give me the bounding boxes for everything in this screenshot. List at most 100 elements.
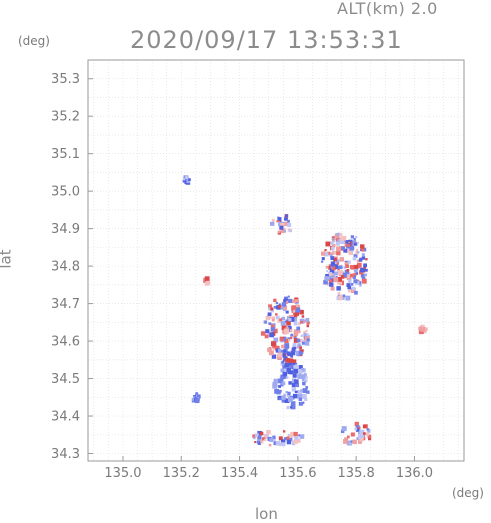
x-tick-label: 135.0 [104, 466, 141, 481]
echo-pixel [204, 281, 209, 286]
echo-pixel [299, 434, 305, 439]
echo-pixel [336, 246, 341, 252]
echo-pixel [289, 336, 293, 340]
echo-pixel [301, 377, 306, 382]
echo-pixel [304, 341, 310, 346]
echo-pixel [287, 324, 291, 328]
echo-pixel [282, 364, 287, 369]
echo-pixel [298, 370, 303, 374]
echo-pixel [323, 279, 328, 285]
plot-frame [87, 59, 465, 462]
echo-pixel [334, 237, 337, 240]
echo-pixel [337, 276, 343, 282]
echo-pixel [279, 225, 284, 230]
echo-pixel [331, 246, 335, 251]
echo-pixel [287, 219, 290, 223]
echo-pixel [268, 304, 273, 309]
echo-pixel [271, 324, 275, 328]
timestamp-title: 2020/09/17 13:53:31 [130, 26, 403, 54]
echo-pixel [361, 248, 365, 252]
echo-pixel [285, 391, 288, 394]
echo-pixel [299, 401, 304, 406]
echo-pixel [347, 285, 352, 290]
echo-pixel [278, 397, 281, 400]
echo-pixel [273, 337, 279, 343]
echo-pixel [366, 428, 369, 431]
y-tick-label: 35.0 [51, 185, 80, 200]
echo-pixel [293, 314, 297, 318]
echo-pixel [298, 365, 303, 370]
echo-pixel [321, 257, 325, 261]
echo-pixel [286, 440, 292, 445]
echo-pixel [279, 318, 283, 322]
echo-pixel [301, 349, 304, 352]
echo-pixel [293, 368, 299, 374]
echo-pixel [336, 239, 341, 243]
echo-pixel [298, 372, 302, 376]
echo-pixel [299, 346, 302, 350]
echo-pixel [305, 376, 308, 379]
x-tick-label: 135.2 [163, 466, 200, 481]
echo-pixel [361, 256, 366, 260]
echo-field [182, 175, 428, 447]
echo-pixel [289, 329, 293, 332]
echo-pixel [352, 439, 357, 445]
echo-pixel [287, 396, 293, 402]
echo-pixel [278, 436, 283, 441]
echo-pixel [280, 223, 285, 228]
x-axis-unit: (deg) [452, 486, 484, 500]
echo-pixel [342, 297, 345, 300]
echo-pixel [306, 324, 310, 328]
echo-pixel [287, 352, 291, 357]
echo-pixel [357, 259, 360, 263]
echo-pixel [305, 329, 308, 333]
echo-pixel [296, 338, 301, 343]
echo-pixel [254, 441, 257, 444]
echo-pixel [295, 383, 300, 388]
echo-pixel [273, 328, 278, 334]
echo-pixel [296, 390, 299, 393]
echo-pixel [341, 246, 346, 251]
echo-pixel [324, 252, 329, 257]
echo-pixel [282, 371, 288, 377]
echo-pixel [337, 292, 341, 296]
echo-pixel [361, 278, 367, 284]
echo-pixel [329, 273, 333, 276]
echo-pixel [336, 251, 341, 256]
echo-pixel [277, 319, 281, 323]
echo-pixel [277, 355, 283, 360]
echo-pixel [286, 406, 290, 410]
echo-pixel [286, 320, 291, 326]
echo-pixel [297, 394, 303, 399]
echo-pixel [285, 310, 289, 314]
echo-pixel [256, 440, 260, 444]
x-tick-label: 136.0 [396, 466, 433, 481]
echo-pixel [346, 275, 350, 279]
echo-pixel [339, 257, 345, 262]
echo-pixel [354, 421, 359, 427]
y-tick-label: 34.6 [51, 335, 80, 350]
echo-pixel [266, 430, 271, 435]
echo-pixel [348, 289, 351, 293]
echo-pixel [288, 339, 291, 342]
echo-pixel [287, 337, 291, 341]
echo-pixel [364, 273, 368, 277]
echo-pixel [285, 358, 290, 363]
echo-pixel [350, 273, 354, 278]
echo-pixel [300, 389, 303, 392]
echo-pixel [297, 330, 301, 334]
echo-pixel [359, 429, 365, 435]
echo-pixel [295, 307, 301, 313]
echo-pixel [356, 262, 362, 268]
echo-pixel [293, 331, 299, 336]
echo-pixel [287, 391, 291, 396]
echo-region [320, 232, 368, 301]
echo-pixel [256, 437, 262, 443]
echo-pixel [349, 442, 352, 445]
echo-pixel [268, 322, 272, 326]
echo-pixel [278, 303, 281, 306]
echo-pixel [277, 348, 282, 352]
echo-pixel [295, 299, 299, 303]
y-axis-unit: (deg) [18, 34, 50, 48]
